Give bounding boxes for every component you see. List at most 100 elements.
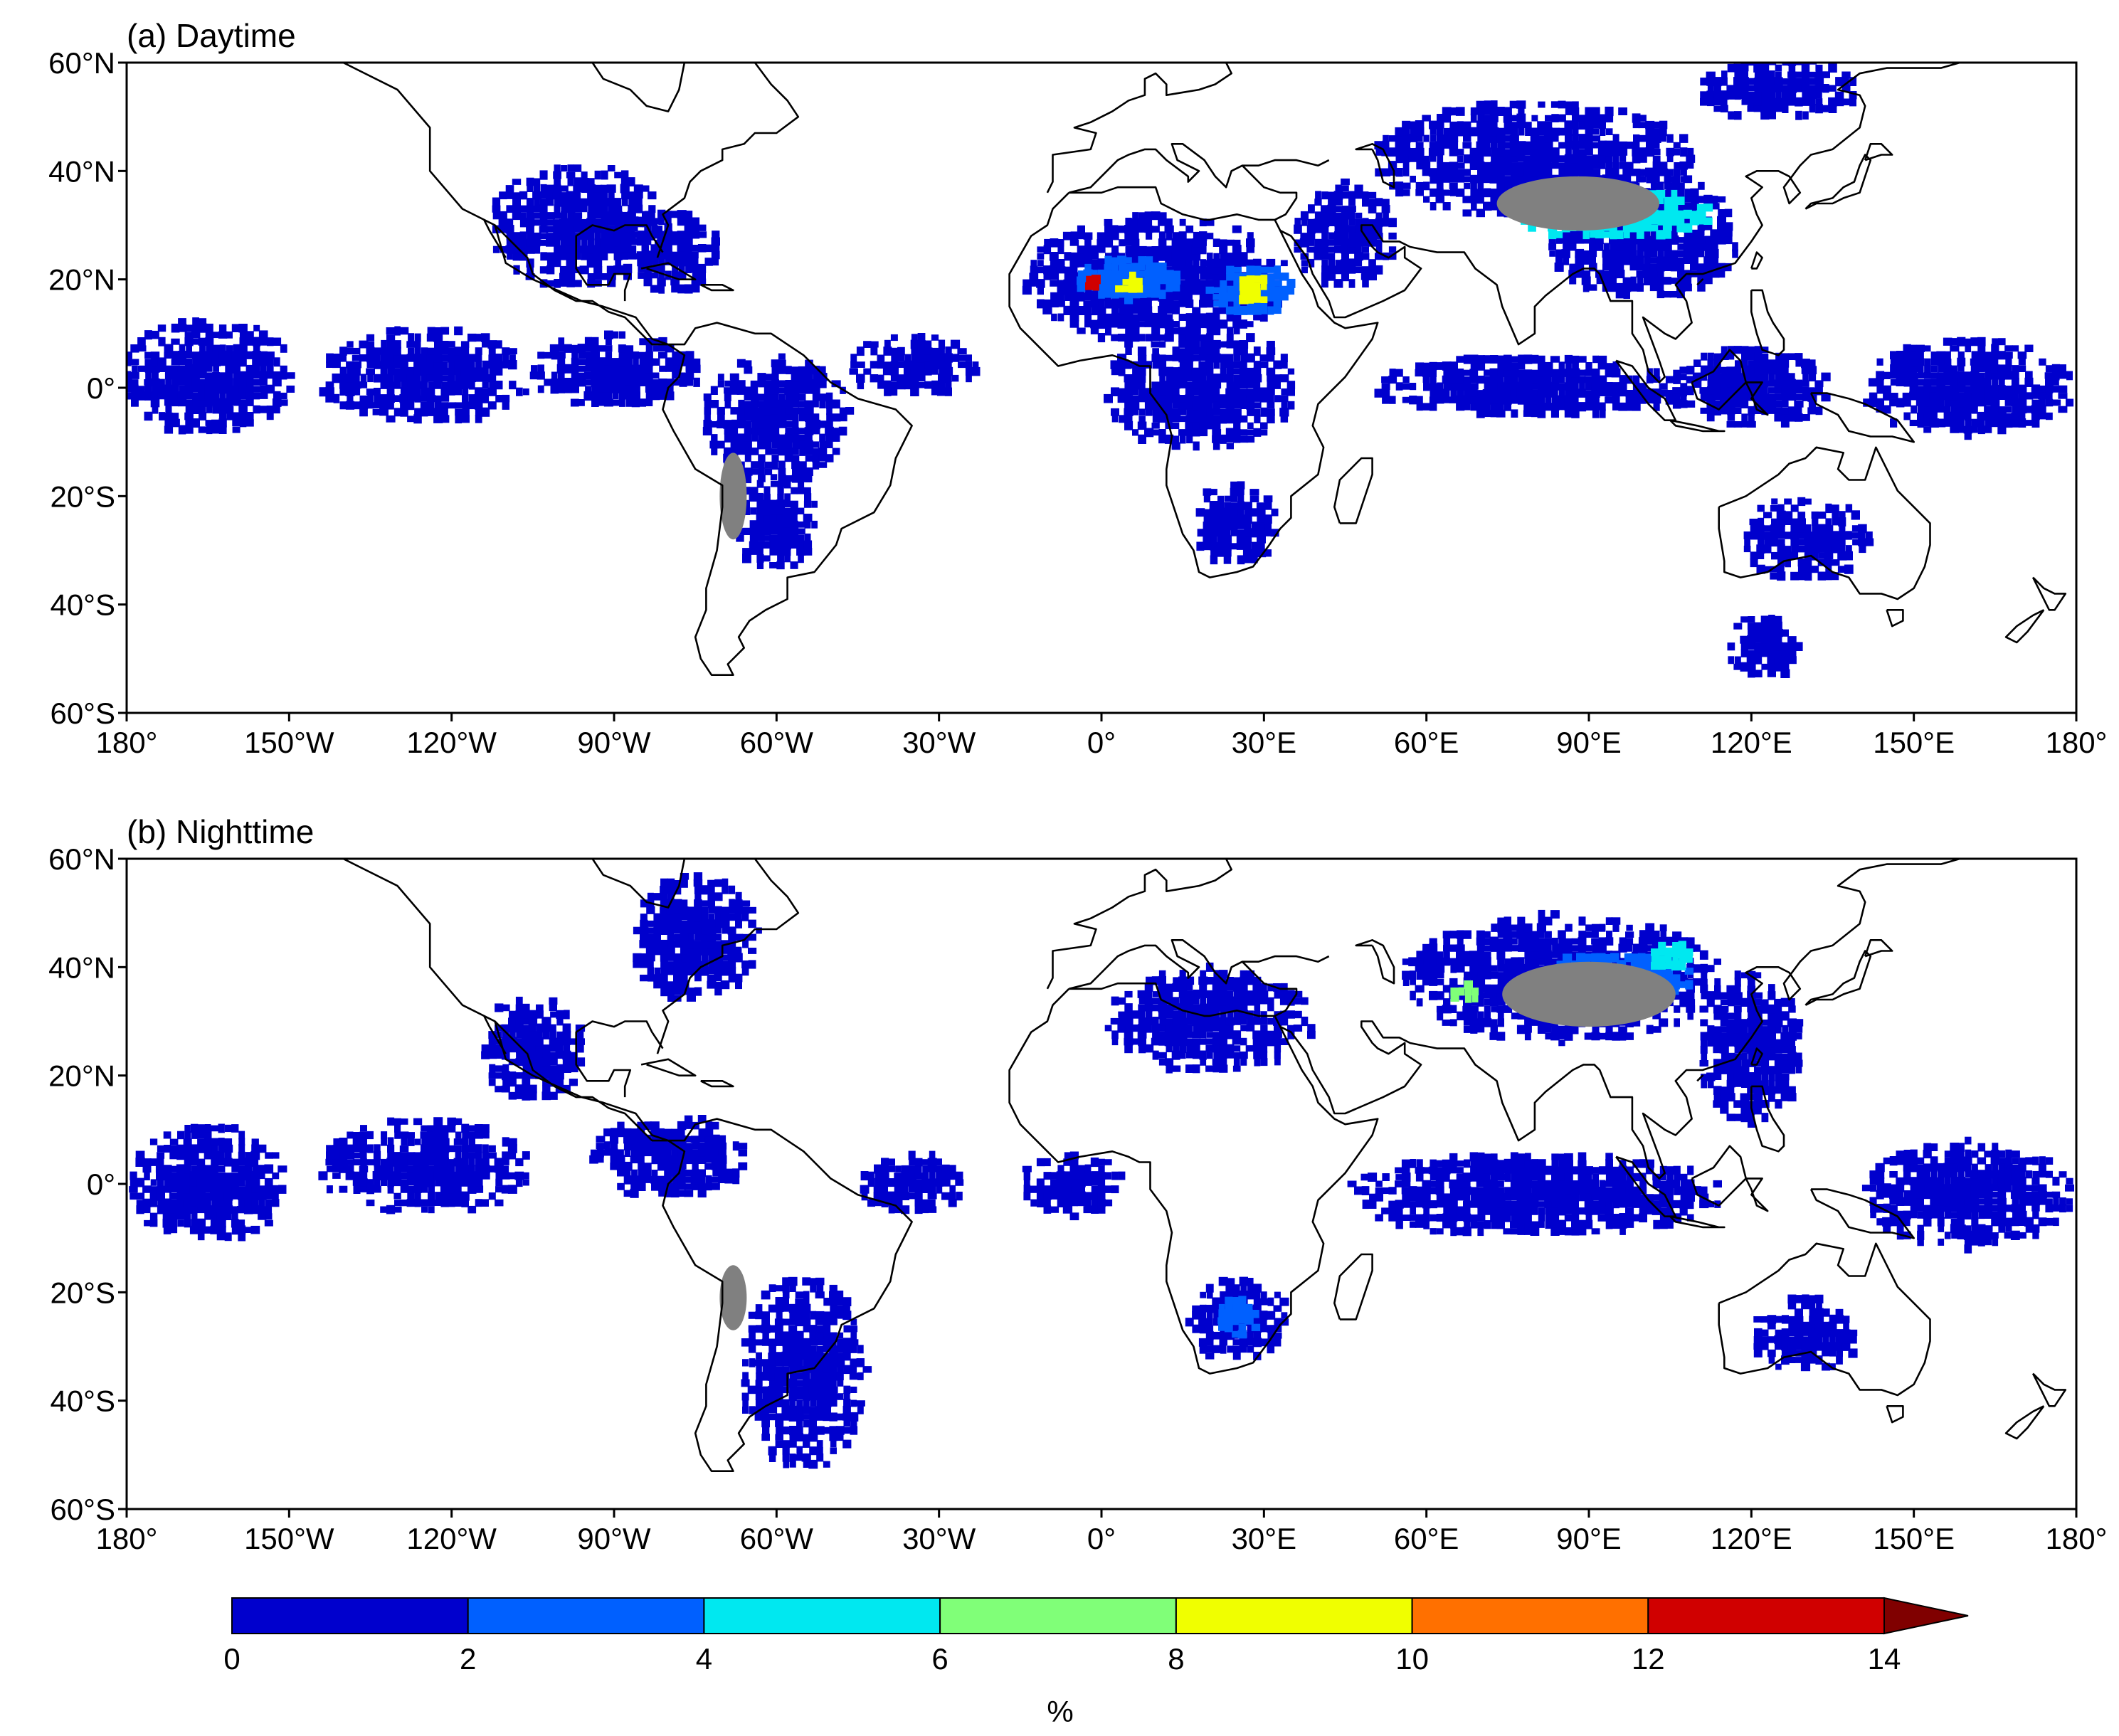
panel-title-nighttime: (b) Nighttime	[127, 813, 314, 850]
panel-title-daytime: (a) Daytime	[127, 17, 296, 54]
field-region-level-1	[129, 1123, 287, 1242]
x-tick-label: 90°E	[1556, 726, 1622, 759]
y-tick-label: 40°N	[48, 951, 115, 984]
coastline	[1809, 392, 1915, 443]
coastline	[1333, 1253, 1373, 1320]
x-tick-label: 120°E	[1711, 726, 1792, 759]
colorbar-segment	[1175, 1597, 1413, 1634]
coastline	[1691, 1145, 1747, 1207]
coastline	[2031, 576, 2067, 611]
colorbar-segment	[467, 1597, 705, 1634]
coastline	[1886, 1405, 1904, 1424]
y-tick-label: 0°	[87, 1168, 115, 1201]
coastline	[1750, 251, 1763, 270]
coastline	[2004, 1405, 2045, 1440]
y-tick-label: 40°S	[50, 1385, 115, 1418]
coastline	[1809, 1188, 1915, 1239]
coastline	[700, 1080, 734, 1088]
coastline	[1864, 143, 1893, 162]
coastline	[1696, 1074, 1704, 1082]
field-region-level-5	[1239, 275, 1268, 305]
x-tick-label: 30°W	[902, 1522, 976, 1555]
coastline	[1718, 446, 1931, 600]
colorbar-tick-label: 4	[696, 1642, 712, 1676]
coastline	[1750, 1047, 1763, 1066]
coastline	[1279, 859, 2022, 1180]
x-tick-label: 0°	[1087, 1522, 1116, 1555]
field-region-level-1	[1743, 497, 1874, 581]
y-tick-label: 60°N	[48, 842, 115, 876]
coastline	[233, 63, 913, 676]
field-region-level-1	[481, 996, 586, 1101]
x-tick-label: 60°W	[740, 726, 814, 759]
masked-high-terrain	[719, 452, 747, 540]
x-tick-label: 30°E	[1232, 1522, 1297, 1555]
axis-ticks-nighttime: 180° 150°W 120°W 90°W 60°W 30°W 0° 30°E 60°E 90°E…	[48, 842, 2107, 1555]
field-region-level-4	[1450, 980, 1479, 1003]
x-tick-label: 120°E	[1711, 1522, 1792, 1555]
coastline	[1008, 982, 1379, 1375]
field-region-level-1	[319, 326, 529, 424]
coastline	[1718, 1242, 1931, 1397]
field-region-level-1	[1753, 1294, 1858, 1372]
coastline	[1669, 419, 1726, 433]
field-daytime	[127, 63, 2074, 678]
coastline	[656, 859, 800, 1054]
field-region-level-1	[1104, 962, 1316, 1074]
coastline	[1355, 939, 1395, 985]
coastline	[1804, 950, 1872, 1006]
x-tick-label: 150°E	[1873, 726, 1955, 759]
x-tick-label: 90°W	[577, 1522, 651, 1555]
colorbar-segment	[231, 1597, 469, 1634]
field-region-level-1	[1672, 346, 1831, 428]
coastline	[1615, 359, 1677, 421]
colorbar-tick-label: 14	[1868, 1642, 1901, 1676]
colorbar-tick-label: 8	[1168, 1642, 1184, 1676]
coastline	[971, 30, 1025, 41]
x-tick-label: 90°E	[1556, 1522, 1622, 1555]
coastline	[640, 262, 697, 280]
coastline	[700, 284, 734, 292]
coastline	[1241, 960, 1298, 1017]
x-tick-label: 30°W	[902, 726, 976, 759]
coastline	[2004, 609, 2045, 644]
field-region-level-1	[1727, 615, 1803, 678]
coastline	[1068, 143, 1330, 194]
field-region-level-1	[1863, 337, 2074, 440]
field-region-level-3	[1651, 941, 1693, 971]
x-tick-label: 180°	[2046, 1522, 2108, 1555]
coastlines-nighttime	[233, 859, 2067, 1472]
coastline	[1750, 1085, 1785, 1153]
colorbar-segment	[1411, 1597, 1649, 1634]
field-region-level-1	[860, 1150, 964, 1214]
coastline	[1745, 381, 1769, 416]
field-region-level-1	[127, 317, 295, 435]
field-region-level-1	[1374, 354, 1695, 418]
colorbar-tick-label: 12	[1632, 1642, 1665, 1676]
coastline	[1804, 154, 1872, 210]
y-tick-label: 60°S	[50, 697, 115, 730]
masked-high-terrain	[1502, 961, 1676, 1027]
coastline	[640, 1058, 697, 1076]
y-tick-label: 20°S	[50, 1276, 115, 1309]
x-tick-label: 60°W	[740, 1522, 814, 1555]
field-nighttime	[129, 872, 2074, 1469]
x-tick-label: 0°	[1087, 726, 1116, 759]
x-tick-label: 90°W	[577, 726, 651, 759]
coastline	[656, 63, 800, 258]
x-tick-label: 30°E	[1232, 726, 1297, 759]
coastline	[1355, 143, 1395, 189]
coastline	[1279, 63, 2022, 383]
field-region-level-1	[702, 353, 855, 484]
colorbar-tick-label: 6	[931, 1642, 948, 1676]
coastline	[1745, 1177, 1769, 1212]
y-tick-label: 40°S	[50, 588, 115, 622]
coastline	[1333, 457, 1373, 524]
y-tick-label: 60°S	[50, 1493, 115, 1526]
colorbar-segment	[939, 1597, 1177, 1634]
x-tick-label: 120°W	[406, 1522, 497, 1555]
coastline	[2031, 1372, 2067, 1407]
x-tick-label: 120°W	[406, 726, 497, 759]
field-region-level-1	[1104, 319, 1296, 451]
masked-high-terrain	[719, 1265, 747, 1330]
